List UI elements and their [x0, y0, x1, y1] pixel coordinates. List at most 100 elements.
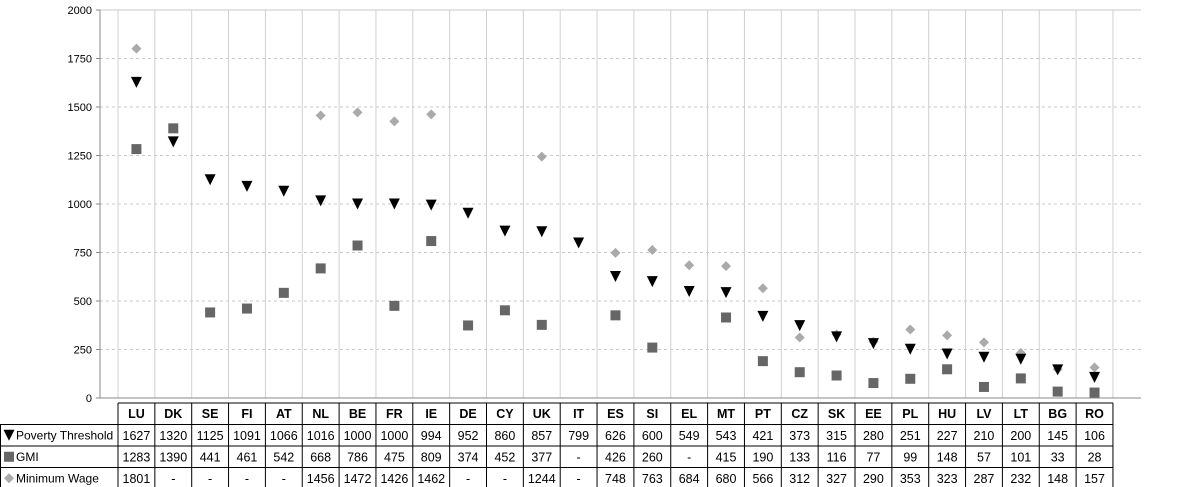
gridlines [100, 9, 1141, 399]
poverty-threshold-value-cz: 373 [789, 429, 810, 443]
gmi-value-si: 260 [642, 451, 663, 465]
gmi-point-pt [757, 356, 768, 367]
poverty-threshold-value-sk: 315 [826, 429, 847, 443]
gmi-value-el: - [687, 451, 691, 465]
minimum-wage-point-pl [905, 324, 916, 335]
minimum-wage-legend-label: Minimum Wage [16, 472, 99, 486]
poverty-threshold-point-fr [388, 198, 400, 210]
category-label-fr: FR [386, 407, 403, 421]
minimum-wage-value-nl: 1456 [307, 472, 335, 486]
minimum-wage-value-ro: 157 [1084, 472, 1105, 486]
minimum-wage-value-lu: 1801 [123, 472, 151, 486]
gmi-point-hu [942, 364, 953, 375]
gmi-point-dk [168, 123, 179, 134]
minimum-wage-point-lu [131, 43, 142, 54]
gmi-point-de [463, 320, 474, 331]
poverty-threshold-point-sk [831, 331, 843, 343]
poverty-threshold-value-ee: 280 [863, 429, 884, 443]
poverty-threshold-point-fi [241, 180, 253, 192]
minimum-wage-value-fr: 1426 [380, 472, 408, 486]
poverty-threshold-point-ro [1089, 371, 1101, 383]
gmi-point-pl [905, 373, 916, 384]
poverty-threshold-value-uk: 857 [531, 429, 552, 443]
poverty-threshold-value-lu: 1627 [123, 429, 151, 443]
gmi-legend-label: GMI [16, 450, 39, 464]
category-label-si: SI [646, 407, 658, 421]
category-label-ie: IE [425, 407, 437, 421]
minimum-wage-value-pt: 566 [752, 472, 773, 486]
gmi-value-ee: 77 [866, 451, 880, 465]
poverty-threshold-value-de: 952 [458, 429, 479, 443]
poverty-threshold-point-de [462, 207, 474, 219]
poverty-threshold-value-ie: 994 [421, 429, 442, 443]
gmi-value-dk: 1390 [159, 451, 187, 465]
category-label-cz: CZ [791, 407, 808, 421]
gmi-point-se [205, 307, 216, 318]
minimum-wage-point-nl [315, 110, 326, 121]
minimum-wage-value-ee: 290 [863, 472, 884, 486]
poverty-threshold-point-dk [167, 136, 179, 148]
category-label-de: DE [459, 407, 476, 421]
category-label-lt: LT [1014, 407, 1029, 421]
minimum-wage-value-pl: 353 [900, 472, 921, 486]
category-label-at: AT [276, 407, 292, 421]
minimum-wage-value-ie: 1462 [417, 472, 445, 486]
poverty-threshold-point-bg [1052, 364, 1064, 376]
gmi-point-lv [978, 381, 989, 392]
y-tick-label: 0 [86, 393, 92, 405]
gmi-value-it: - [577, 451, 581, 465]
minimum-wage-value-el: 684 [679, 472, 700, 486]
poverty-threshold-legend-marker [3, 429, 15, 441]
category-label-be: BE [349, 407, 366, 421]
gmi-value-bg: 33 [1051, 451, 1065, 465]
gmi-value-at: 542 [273, 451, 294, 465]
gmi-value-lu: 1283 [123, 451, 151, 465]
y-tick-label: 250 [74, 345, 92, 357]
gmi-point-bg [1052, 386, 1063, 397]
category-label-fi: FI [241, 407, 252, 421]
data-marks [130, 43, 1101, 398]
poverty-threshold-value-be: 1000 [344, 429, 372, 443]
poverty-threshold-value-ro: 106 [1084, 429, 1105, 443]
poverty-threshold-point-cy [499, 225, 511, 237]
poverty-threshold-point-at [278, 185, 290, 197]
minimum-wage-value-be: 1472 [344, 472, 372, 486]
category-label-bg: BG [1048, 407, 1067, 421]
category-label-sk: SK [828, 407, 845, 421]
poverty-threshold-point-mt [720, 287, 732, 299]
poverty-threshold-value-lv: 210 [974, 429, 995, 443]
minimum-wage-point-lv [978, 337, 989, 348]
gmi-point-ie [426, 236, 437, 247]
category-label-dk: DK [164, 407, 182, 421]
poverty-threshold-point-hu [941, 348, 953, 360]
minimum-wage-point-el [684, 260, 695, 271]
gmi-value-cz: 133 [789, 451, 810, 465]
poverty-threshold-point-pt [757, 310, 769, 322]
poverty-threshold-point-it [573, 237, 585, 249]
minimum-wage-point-pt [757, 283, 768, 294]
poverty-threshold-value-it: 799 [568, 429, 589, 443]
minimum-wage-point-cz [794, 332, 805, 343]
gmi-value-cy: 452 [494, 451, 515, 465]
y-tick-label: 1500 [68, 102, 92, 114]
minimum-wage-point-es [610, 247, 621, 258]
poverty-threshold-point-ee [867, 338, 879, 350]
gmi-point-be [352, 240, 363, 251]
minimum-wage-value-cz: 312 [789, 472, 810, 486]
gmi-point-fr [389, 300, 400, 311]
gmi-point-sk [831, 370, 842, 381]
category-label-se: SE [202, 407, 219, 421]
poverty-threshold-point-pl [904, 343, 916, 355]
gmi-value-pt: 190 [752, 451, 773, 465]
gmi-value-uk: 377 [531, 451, 552, 465]
poverty-threshold-point-ie [425, 199, 437, 211]
gmi-value-ro: 28 [1088, 451, 1102, 465]
minimum-wage-value-se: - [208, 472, 212, 486]
gmi-point-nl [315, 263, 326, 274]
minimum-wage-point-mt [721, 261, 732, 272]
minimum-wage-point-hu [942, 330, 953, 341]
poverty-threshold-point-se [204, 174, 216, 186]
gmi-value-se: 441 [200, 451, 221, 465]
minimum-wage-value-bg: 148 [1047, 472, 1068, 486]
